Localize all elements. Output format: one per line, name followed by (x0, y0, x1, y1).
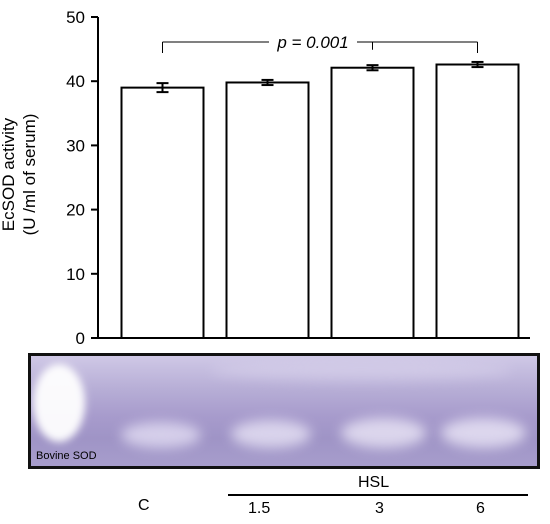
y-axis-title-line-1: EcSOD activity (0, 117, 18, 232)
bar (330, 66, 415, 340)
y-tick-label: 50 (66, 8, 85, 27)
hsl-group-line (228, 494, 528, 496)
gel-band-lane-4 (441, 418, 526, 448)
y-tick-label: 0 (76, 329, 85, 345)
gel-smear-top (211, 360, 511, 380)
x-category-control: C (138, 497, 150, 514)
gel-image: Bovine SOD (28, 353, 540, 469)
gel-band-lane-2 (231, 420, 311, 448)
bar-chart: 0 10 20 30 40 50 p = 0.001 (66, 8, 530, 345)
gel-band-lane-3 (341, 418, 426, 448)
y-axis-title: EcSOD activity (U /ml of serum) (0, 2, 58, 347)
x-category-hsl-1-5: 1.5 (248, 500, 271, 517)
hsl-group-label: HSL (358, 474, 390, 491)
bar (435, 63, 520, 340)
gel-label: Bovine SOD (36, 450, 97, 462)
y-tick-label: 20 (66, 201, 85, 220)
y-tick-label: 10 (66, 265, 85, 284)
x-category-hsl-3: 3 (375, 500, 384, 517)
p-value-annotation: p = 0.001 (276, 33, 348, 52)
gel-bovine-band (33, 364, 85, 442)
bar (225, 81, 310, 340)
y-tick-label: 30 (66, 136, 85, 155)
x-category-hsl-6: 6 (476, 500, 485, 517)
annotation-background (269, 30, 357, 53)
bar (120, 86, 205, 340)
gel-band-lane-1 (121, 422, 201, 448)
y-tick-label: 40 (66, 72, 85, 91)
y-axis-title-line-2: (U /ml of serum) (20, 113, 39, 236)
